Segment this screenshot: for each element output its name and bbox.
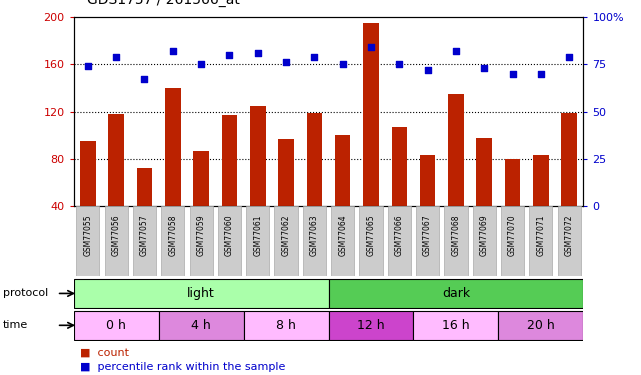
Text: ■  percentile rank within the sample: ■ percentile rank within the sample — [80, 362, 285, 372]
Text: GSM77072: GSM77072 — [565, 214, 574, 256]
Bar — [504, 159, 520, 206]
Point — [422, 67, 433, 73]
Text: GSM77062: GSM77062 — [281, 214, 290, 256]
Text: GSM77063: GSM77063 — [310, 214, 319, 256]
Text: GSM77068: GSM77068 — [451, 214, 460, 256]
Bar — [165, 88, 181, 206]
FancyBboxPatch shape — [501, 206, 524, 276]
FancyBboxPatch shape — [331, 206, 354, 276]
FancyBboxPatch shape — [246, 206, 269, 276]
Text: GSM77055: GSM77055 — [83, 214, 92, 256]
Text: 8 h: 8 h — [276, 319, 296, 332]
Point — [111, 54, 121, 60]
FancyBboxPatch shape — [303, 206, 326, 276]
FancyBboxPatch shape — [104, 206, 128, 276]
Bar — [476, 138, 492, 206]
Text: GDS1757 / 261566_at: GDS1757 / 261566_at — [87, 0, 239, 8]
FancyBboxPatch shape — [499, 311, 583, 340]
Point — [366, 44, 376, 50]
Text: GSM77061: GSM77061 — [253, 214, 262, 256]
Bar — [80, 141, 96, 206]
FancyBboxPatch shape — [133, 206, 156, 276]
Point — [196, 61, 206, 67]
Text: 20 h: 20 h — [527, 319, 554, 332]
Bar — [278, 139, 294, 206]
Point — [451, 48, 461, 54]
Point — [536, 70, 546, 77]
Bar — [420, 155, 435, 206]
Bar — [562, 113, 577, 206]
Point — [394, 61, 404, 67]
FancyBboxPatch shape — [329, 311, 413, 340]
FancyBboxPatch shape — [218, 206, 241, 276]
Bar — [335, 135, 351, 206]
Bar — [533, 155, 549, 206]
Text: protocol: protocol — [3, 288, 49, 298]
FancyBboxPatch shape — [161, 206, 185, 276]
Point — [338, 61, 348, 67]
Point — [564, 54, 574, 60]
Text: 0 h: 0 h — [106, 319, 126, 332]
Bar — [392, 127, 407, 206]
Point — [281, 59, 291, 65]
Text: dark: dark — [442, 287, 470, 300]
FancyBboxPatch shape — [76, 206, 99, 276]
Text: GSM77067: GSM77067 — [423, 214, 432, 256]
Text: light: light — [187, 287, 215, 300]
Point — [309, 54, 319, 60]
Bar — [250, 106, 265, 206]
Text: GSM77057: GSM77057 — [140, 214, 149, 256]
Point — [83, 63, 93, 69]
FancyBboxPatch shape — [329, 279, 583, 308]
Point — [508, 70, 518, 77]
FancyBboxPatch shape — [558, 206, 581, 276]
Text: GSM77056: GSM77056 — [112, 214, 121, 256]
Text: GSM77069: GSM77069 — [479, 214, 488, 256]
Text: GSM77064: GSM77064 — [338, 214, 347, 256]
FancyBboxPatch shape — [274, 206, 297, 276]
FancyBboxPatch shape — [413, 311, 499, 340]
Bar — [448, 94, 463, 206]
Text: GSM77071: GSM77071 — [537, 214, 545, 256]
Text: GSM77065: GSM77065 — [367, 214, 376, 256]
FancyBboxPatch shape — [360, 206, 383, 276]
Text: time: time — [3, 320, 28, 330]
FancyBboxPatch shape — [190, 206, 213, 276]
FancyBboxPatch shape — [74, 311, 159, 340]
FancyBboxPatch shape — [444, 206, 467, 276]
Text: 12 h: 12 h — [357, 319, 385, 332]
Point — [479, 65, 489, 71]
Text: GSM77070: GSM77070 — [508, 214, 517, 256]
FancyBboxPatch shape — [244, 311, 329, 340]
Text: GSM77066: GSM77066 — [395, 214, 404, 256]
Bar — [194, 151, 209, 206]
Text: GSM77060: GSM77060 — [225, 214, 234, 256]
Bar — [363, 23, 379, 206]
Text: 4 h: 4 h — [191, 319, 211, 332]
Text: GSM77058: GSM77058 — [169, 214, 178, 256]
Point — [224, 52, 235, 58]
Point — [168, 48, 178, 54]
FancyBboxPatch shape — [529, 206, 553, 276]
Point — [139, 76, 149, 82]
FancyBboxPatch shape — [388, 206, 411, 276]
FancyBboxPatch shape — [74, 279, 329, 308]
Text: 16 h: 16 h — [442, 319, 470, 332]
Bar — [222, 115, 237, 206]
FancyBboxPatch shape — [416, 206, 439, 276]
FancyBboxPatch shape — [472, 206, 496, 276]
Bar — [137, 168, 153, 206]
Point — [253, 50, 263, 56]
Bar — [108, 114, 124, 206]
Text: GSM77059: GSM77059 — [197, 214, 206, 256]
Text: ■  count: ■ count — [80, 348, 129, 358]
Bar — [306, 113, 322, 206]
FancyBboxPatch shape — [159, 311, 244, 340]
